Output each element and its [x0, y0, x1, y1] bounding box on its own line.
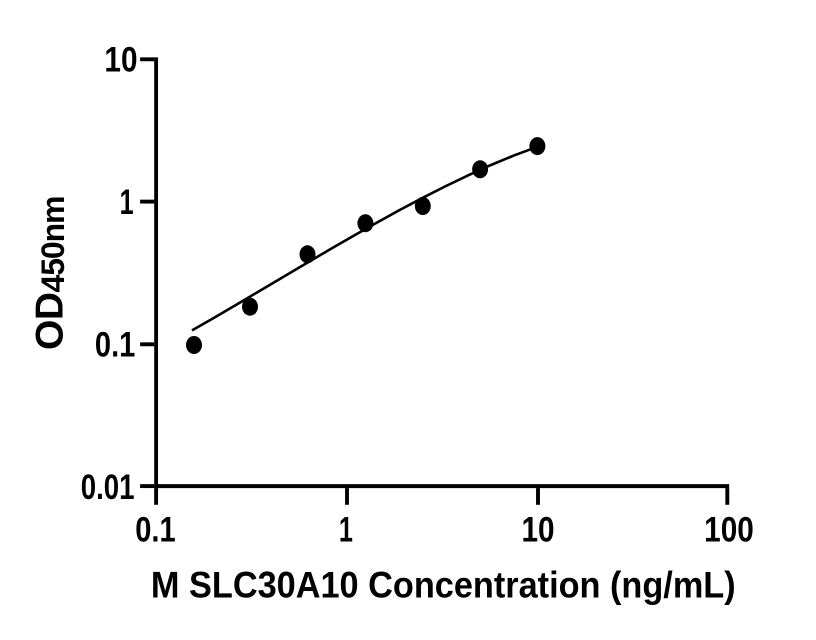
svg-text:0.1: 0.1: [135, 510, 175, 549]
svg-text:0.01: 0.01: [81, 467, 135, 507]
svg-text:1: 1: [339, 510, 353, 549]
svg-text:M SLC30A10 Concentration (ng/m: M SLC30A10 Concentration (ng/mL): [151, 564, 736, 605]
svg-text:10: 10: [104, 40, 137, 79]
svg-text:10: 10: [521, 510, 554, 549]
svg-text:1: 1: [120, 183, 134, 222]
svg-text:OD450nm: OD450nm: [28, 197, 71, 350]
svg-text:100: 100: [704, 510, 754, 549]
svg-text:0.1: 0.1: [95, 325, 135, 364]
